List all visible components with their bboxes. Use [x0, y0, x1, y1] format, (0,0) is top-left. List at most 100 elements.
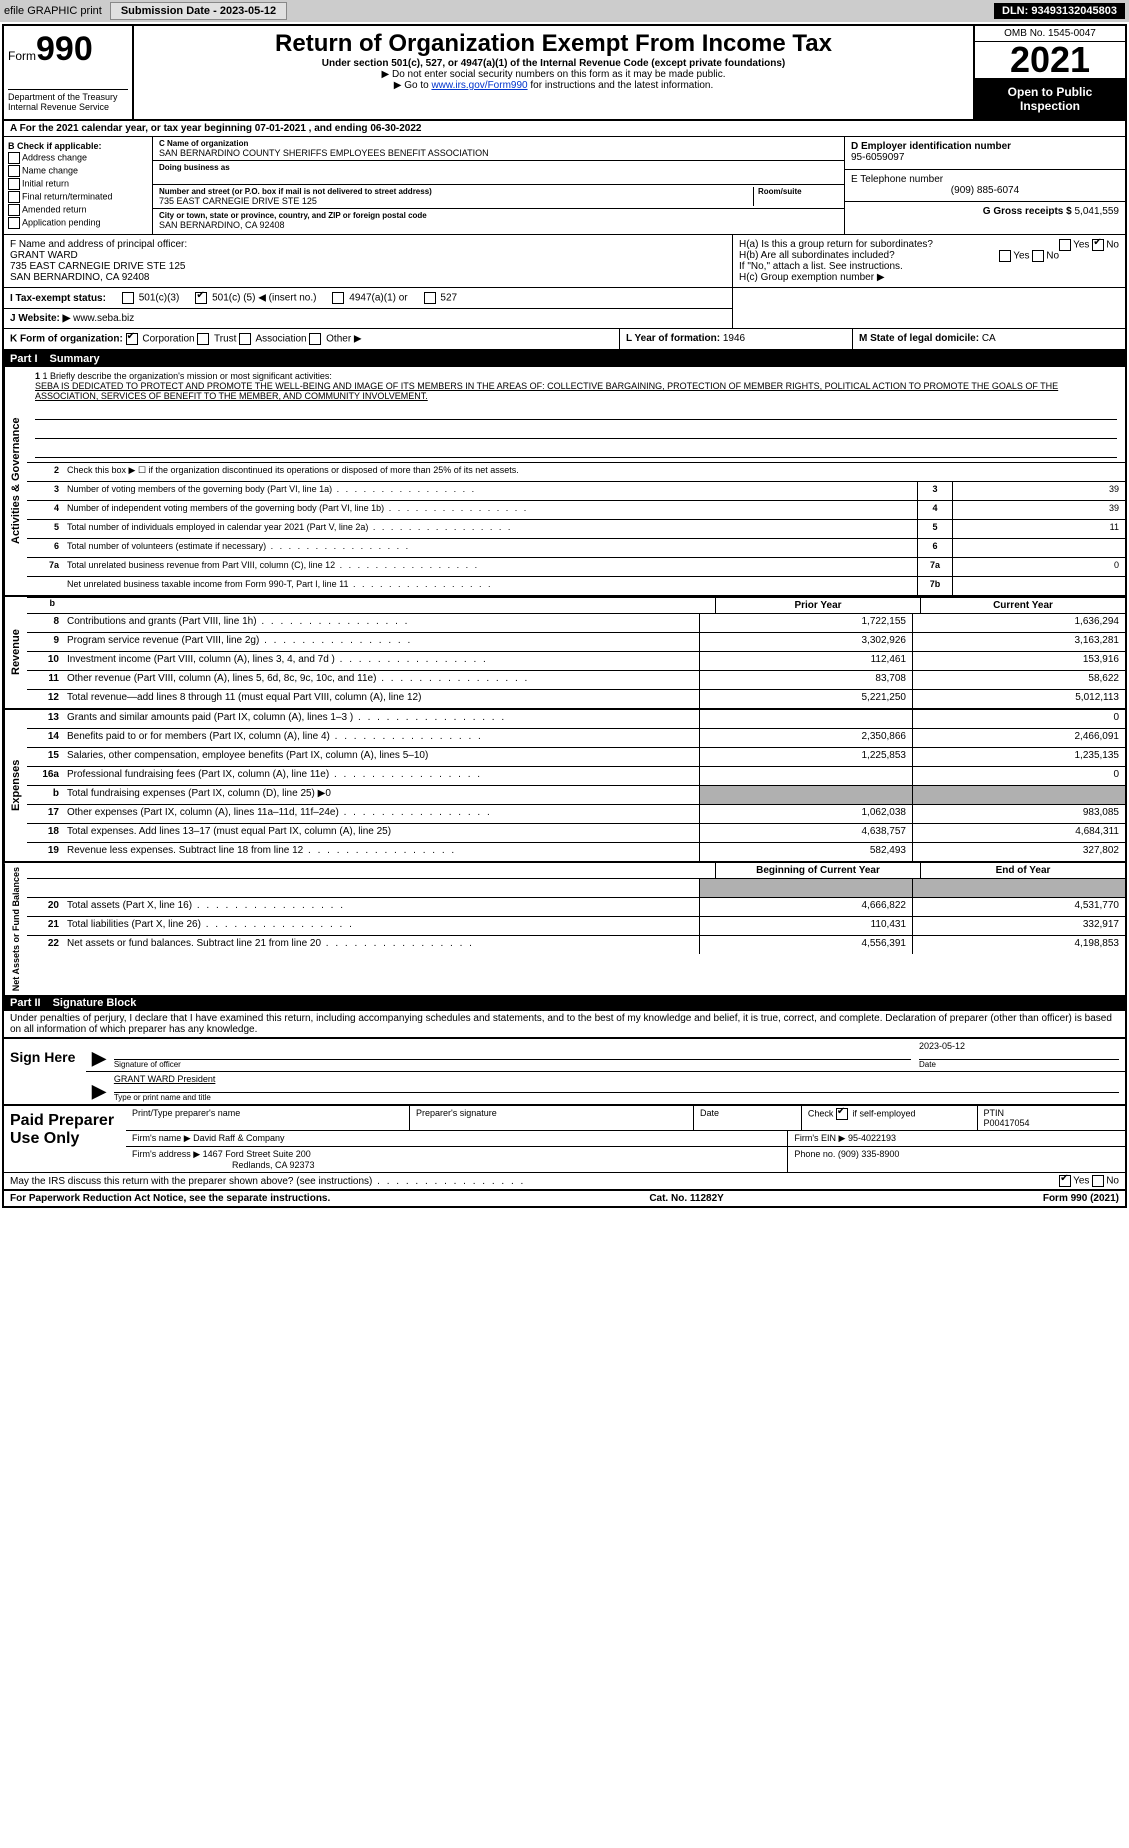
val-7b [952, 577, 1125, 595]
chk-corp[interactable] [126, 333, 138, 345]
c17: 983,085 [912, 805, 1125, 823]
chk-assoc[interactable] [239, 333, 251, 345]
ein-value: 95-6059097 [851, 152, 1119, 163]
f-label: F Name and address of principal officer: [10, 239, 726, 250]
col-deg: D Employer identification number 95-6059… [844, 137, 1125, 234]
prep-h2: Preparer's signature [410, 1106, 694, 1130]
form-title: Return of Organization Exempt From Incom… [142, 30, 965, 58]
part2-num: Part II [10, 997, 41, 1009]
d-label: D Employer identification number [851, 141, 1119, 152]
arrow-icon: ▶ [92, 1048, 106, 1069]
c21: 332,917 [912, 917, 1125, 935]
sig-date-val: 2023-05-12 [919, 1041, 1119, 1060]
ha-no-checkbox[interactable] [1092, 239, 1104, 251]
form-header: Form990 Department of the Treasury Inter… [4, 26, 1125, 121]
footer-row: For Paperwork Reduction Act Notice, see … [4, 1189, 1125, 1206]
street-label: Number and street (or P.O. box if mail i… [159, 187, 753, 196]
side-governance: Activities & Governance [4, 367, 27, 595]
chk-amended[interactable]: Amended return [8, 204, 148, 216]
discuss-yes-checkbox[interactable] [1059, 1175, 1071, 1187]
header-right: OMB No. 1545-0047 2021 Open to Public In… [973, 26, 1125, 119]
discuss-no-checkbox[interactable] [1092, 1175, 1104, 1187]
line-2: Check this box ▶ ☐ if the organization d… [63, 463, 1125, 481]
c22: 4,198,853 [912, 936, 1125, 954]
tax-year: 2021 [975, 42, 1125, 79]
prep-h1: Print/Type preparer's name [126, 1106, 410, 1130]
chk-trust[interactable] [197, 333, 209, 345]
street-cell: Number and street (or P.O. box if mail i… [153, 185, 844, 209]
irs-link[interactable]: www.irs.gov/Form990 [431, 80, 527, 91]
open-public-badge: Open to Public Inspection [975, 79, 1125, 119]
c20: 4,531,770 [912, 898, 1125, 916]
c16b-grey [912, 786, 1125, 804]
discuss-row: May the IRS discuss this return with the… [4, 1172, 1125, 1189]
chk-other[interactable] [309, 333, 321, 345]
chk-initial[interactable]: Initial return [8, 178, 148, 190]
chk-501c3[interactable] [122, 292, 134, 304]
submission-date-button[interactable]: Submission Date - 2023-05-12 [110, 2, 287, 20]
sig-officer-label: Signature of officer [114, 1060, 911, 1069]
chk-final[interactable]: Final return/terminated [8, 191, 148, 203]
chk-name[interactable]: Name change [8, 165, 148, 177]
arrow-line-1: ▶ Do not enter social security numbers o… [142, 69, 965, 80]
discuss-label: May the IRS discuss this return with the… [10, 1176, 1059, 1187]
phone-value: (909) 885-6074 [851, 185, 1119, 196]
chk-501c[interactable] [195, 292, 207, 304]
prep-h4: Check if self-employed [802, 1106, 978, 1130]
line-7b: Net unrelated business taxable income fr… [63, 577, 917, 595]
part1-header: Part I Summary [4, 351, 1125, 367]
part2-title: Signature Block [53, 997, 137, 1009]
line-18: Total expenses. Add lines 13–17 (must eq… [63, 824, 699, 842]
dept-line2: Internal Revenue Service [8, 102, 128, 112]
street-value: 735 EAST CARNEGIE DRIVE STE 125 [159, 196, 753, 206]
hb-no-checkbox[interactable] [1032, 250, 1044, 262]
website-row: J Website: ▶ www.seba.biz [4, 309, 732, 328]
col-c: C Name of organization SAN BERNARDINO CO… [153, 137, 844, 234]
l-cell: L Year of formation: 1946 [619, 329, 852, 349]
side-expenses: Expenses [4, 710, 27, 861]
p20: 4,666,822 [699, 898, 912, 916]
line-7a: Total unrelated business revenue from Pa… [63, 558, 917, 576]
p14: 2,350,866 [699, 729, 912, 747]
c9: 3,163,281 [912, 633, 1125, 651]
head-begin: Beginning of Current Year [715, 863, 920, 878]
chk-527[interactable] [424, 292, 436, 304]
side-net: Net Assets or Fund Balances [4, 863, 27, 995]
line-11: Other revenue (Part VIII, column (A), li… [63, 671, 699, 689]
prep-h3: Date [694, 1106, 802, 1130]
footer-right: Form 990 (2021) [1043, 1193, 1119, 1204]
k-left: K Form of organization: Corporation Trus… [4, 329, 619, 349]
top-bar: efile GRAPHIC print Submission Date - 20… [0, 0, 1129, 22]
chk-self-employed[interactable] [836, 1108, 848, 1120]
line-19: Revenue less expenses. Subtract line 18 … [63, 843, 699, 861]
row-a: A For the 2021 calendar year, or tax yea… [4, 121, 1125, 137]
form-number: 990 [36, 30, 93, 68]
footer-left: For Paperwork Reduction Act Notice, see … [10, 1193, 330, 1204]
chk-4947[interactable] [332, 292, 344, 304]
k-row: K Form of organization: Corporation Trus… [4, 329, 1125, 351]
mission-block: 1 1 Briefly describe the organization's … [27, 367, 1125, 463]
c13: 0 [912, 710, 1125, 728]
chk-address[interactable]: Address change [8, 152, 148, 164]
website-value: www.seba.biz [73, 313, 134, 324]
ha-yes-checkbox[interactable] [1059, 239, 1071, 251]
block-h: H(a) Is this a group return for subordin… [732, 235, 1125, 287]
p12: 5,221,250 [699, 690, 912, 708]
chk-pending[interactable]: Application pending [8, 217, 148, 229]
form-number-block: Form990 [8, 30, 128, 69]
h-c-label: H(c) Group exemption number ▶ [739, 272, 1119, 283]
hb-yes-checkbox[interactable] [999, 250, 1011, 262]
line-5: Total number of individuals employed in … [63, 520, 917, 538]
prep-h5: PTINP00417054 [978, 1106, 1126, 1130]
governance-section: Activities & Governance 1 1 Briefly desc… [4, 367, 1125, 595]
p11: 83,708 [699, 671, 912, 689]
line-3: Number of voting members of the governin… [63, 482, 917, 500]
efile-label: efile GRAPHIC print [4, 5, 102, 17]
gross-value: 5,041,559 [1075, 206, 1120, 217]
h-a-row: H(a) Is this a group return for subordin… [739, 239, 1119, 250]
firm-ein: 95-4022193 [848, 1133, 896, 1143]
block-f: F Name and address of principal officer:… [4, 235, 732, 287]
c10: 153,916 [912, 652, 1125, 670]
line-12: Total revenue—add lines 8 through 11 (mu… [63, 690, 699, 708]
e-label: E Telephone number [851, 174, 1119, 185]
